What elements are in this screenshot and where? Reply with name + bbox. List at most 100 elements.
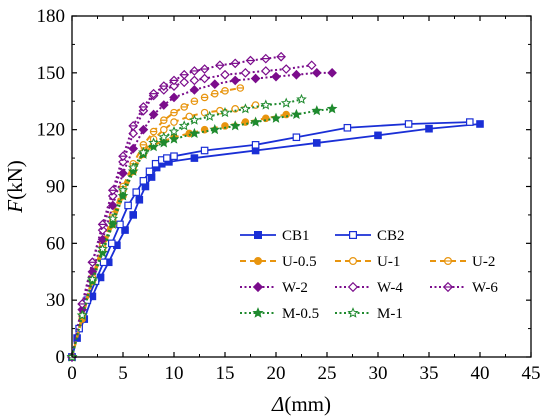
legend-item: U-2 [430, 254, 495, 270]
legend-label: W-6 [472, 280, 498, 296]
data-point [170, 118, 178, 126]
x-tick-label: 25 [318, 363, 337, 384]
data-point [168, 133, 180, 144]
data-point [291, 108, 302, 120]
legend-marker [254, 231, 263, 240]
data-point [230, 75, 241, 86]
legend-item: U-0.5 [240, 254, 317, 270]
legend-item: W-4 [335, 280, 403, 296]
data-point [296, 93, 307, 104]
data-point [250, 73, 261, 84]
data-point [229, 120, 241, 131]
data-point [169, 81, 179, 91]
series-line [71, 104, 256, 358]
data-point [179, 77, 190, 88]
data-point [425, 124, 433, 133]
data-point [221, 122, 229, 130]
legend-item: CB1 [240, 228, 310, 244]
legend-item: M-0.5 [240, 306, 319, 322]
data-point [404, 120, 413, 128]
series-cb2 [68, 118, 474, 361]
legend-marker [347, 307, 359, 318]
x-tick-label: 15 [216, 363, 235, 384]
data-point [240, 67, 251, 78]
series-line [71, 55, 282, 358]
y-tick-label: 0 [56, 347, 66, 368]
series-u-2 [68, 84, 245, 361]
y-tick-label: 30 [46, 290, 65, 311]
data-point [306, 60, 317, 71]
y-axis-title: F(kN) [3, 160, 27, 213]
data-point [311, 67, 322, 78]
data-point [200, 108, 209, 117]
data-point [117, 184, 129, 195]
series-line [71, 98, 302, 358]
data-point [128, 143, 139, 154]
data-point [148, 137, 159, 148]
data-point [190, 154, 199, 162]
x-tick-label: 20 [267, 363, 286, 384]
legend-label: U-0.5 [282, 254, 317, 270]
x-tick-label: 10 [165, 363, 184, 384]
data-point [132, 188, 141, 196]
data-point [251, 141, 260, 149]
y-tick-label: 150 [37, 63, 66, 84]
data-point [118, 168, 128, 179]
data-point [240, 103, 251, 114]
legend-item: W-2 [240, 280, 308, 296]
data-point [168, 125, 180, 137]
data-point [280, 97, 292, 108]
legend-label: U-2 [472, 254, 495, 270]
data-point [151, 159, 160, 168]
legend-marker [254, 257, 263, 266]
data-point [97, 243, 108, 254]
data-point [158, 100, 169, 110]
legend-item: W-6 [430, 280, 498, 296]
data-point [189, 127, 200, 139]
data-point [231, 105, 240, 113]
x-axis-symbol: Δ [271, 392, 284, 416]
data-point [76, 309, 88, 320]
legend-marker [349, 257, 358, 266]
data-point [127, 161, 139, 173]
data-point [313, 139, 321, 147]
data-point [326, 103, 338, 114]
data-point [374, 131, 382, 140]
data-point [158, 131, 170, 142]
legend-label: U-1 [377, 254, 400, 270]
x-tick-label: 40 [471, 363, 490, 384]
legend-item: U-1 [335, 254, 400, 270]
y-axis-unit: (kN) [3, 160, 27, 200]
series-w-4 [67, 60, 317, 362]
data-point [148, 109, 159, 120]
data-point [129, 211, 138, 219]
data-point [271, 71, 281, 82]
data-point [200, 146, 209, 155]
series-cb1 [68, 120, 484, 361]
legend-marker [252, 281, 264, 293]
data-point [220, 69, 230, 80]
y-tick-label: 120 [37, 120, 66, 141]
legend-label: M-1 [377, 306, 403, 322]
data-point [327, 67, 337, 78]
data-point [97, 247, 108, 258]
legend-item: M-1 [335, 306, 403, 322]
data-point [189, 75, 200, 86]
data-point [466, 118, 474, 126]
plot-series-layer [66, 51, 484, 362]
data-point [170, 152, 178, 160]
data-point [87, 273, 98, 284]
data-point [189, 85, 200, 95]
data-point [148, 141, 159, 152]
data-point [270, 112, 282, 123]
y-tick-label: 90 [46, 177, 65, 198]
series-line [71, 64, 312, 358]
x-tick-label: 45 [522, 363, 541, 384]
legend-marker [252, 307, 264, 318]
data-point [107, 239, 116, 248]
data-point [260, 66, 271, 76]
data-point [138, 146, 149, 157]
data-point [116, 220, 124, 229]
